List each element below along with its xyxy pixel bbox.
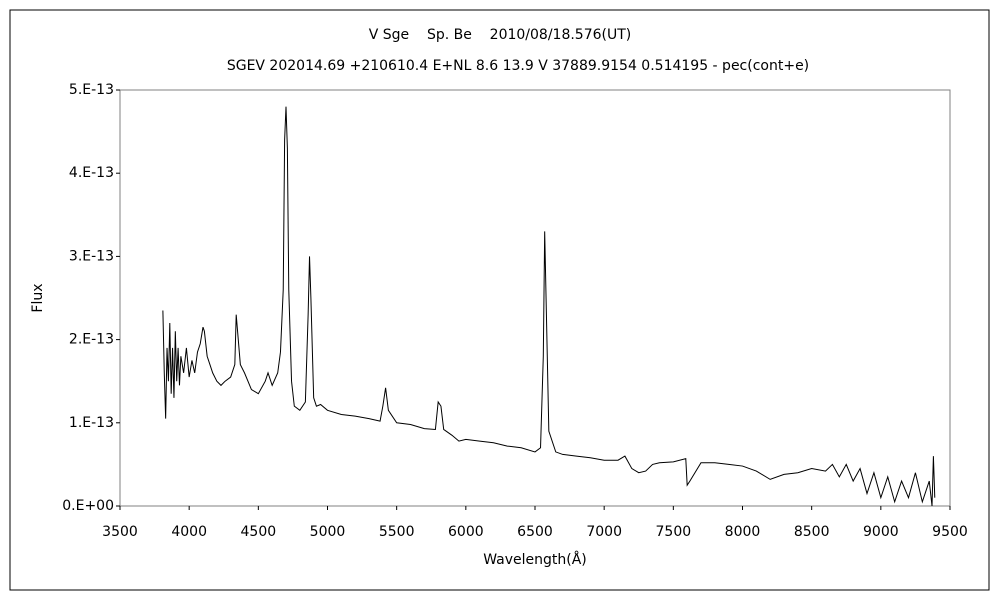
x-tick-label: 6000 [448,524,484,540]
y-tick-label: 0.E+00 [62,498,114,514]
chart-title: V Sge Sp. Be 2010/08/18.576(UT) [369,27,632,43]
x-tick-label: 3500 [102,524,138,540]
x-tick-label: 4500 [241,524,277,540]
x-tick-label: 5000 [310,524,346,540]
y-tick-label: 5.E-13 [69,82,114,98]
x-tick-label: 4000 [171,524,207,540]
chart-subtitle: SGEV 202014.69 +210610.4 E+NL 8.6 13.9 V… [227,58,809,74]
x-axis-label: Wavelength(Å) [483,551,587,568]
x-tick-label: 7000 [586,524,622,540]
plot-area [119,89,951,507]
x-tick-label: 9500 [932,524,968,540]
x-tick-label: 8500 [794,524,830,540]
x-tick-label: 5500 [379,524,415,540]
spectrum-line [162,106,936,507]
x-tick-label: 9000 [863,524,899,540]
x-tick-label: 6500 [517,524,553,540]
y-tick-label: 1.E-13 [69,415,114,431]
y-tick-label: 3.E-13 [69,248,114,264]
x-tick-label: 8000 [725,524,761,540]
y-axis-label: Flux [30,283,46,312]
y-tick-label: 2.E-13 [69,332,114,348]
y-tick-label: 4.E-13 [69,165,114,181]
x-tick-label: 7500 [656,524,692,540]
